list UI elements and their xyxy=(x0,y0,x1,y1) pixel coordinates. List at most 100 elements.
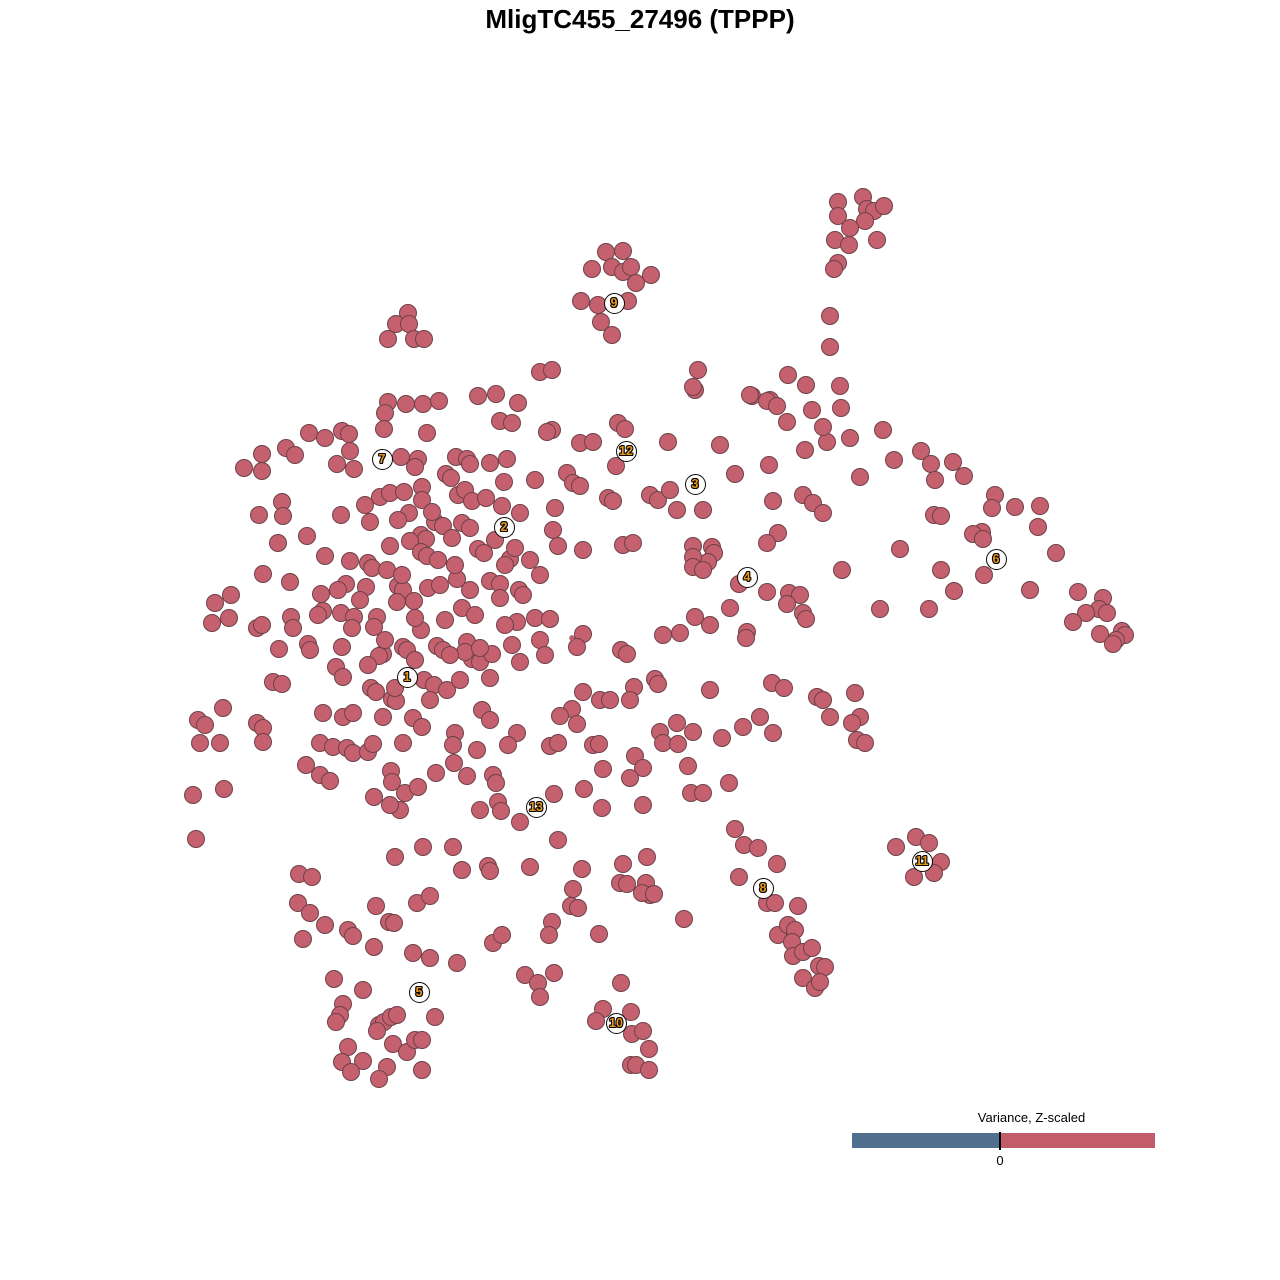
data-point xyxy=(649,675,667,693)
data-point xyxy=(448,954,466,972)
data-point xyxy=(526,609,544,627)
data-point xyxy=(503,414,521,432)
data-point xyxy=(764,724,782,742)
data-point xyxy=(571,477,589,495)
data-point xyxy=(461,519,479,537)
data-point xyxy=(333,638,351,656)
data-point xyxy=(444,736,462,754)
data-point xyxy=(694,501,712,519)
data-point xyxy=(461,455,479,473)
data-point xyxy=(545,964,563,982)
data-point xyxy=(444,838,462,856)
data-point xyxy=(329,581,347,599)
data-point xyxy=(811,973,829,991)
data-point xyxy=(840,236,858,254)
data-point xyxy=(671,624,689,642)
data-point xyxy=(568,715,586,733)
data-point xyxy=(601,691,619,709)
data-point xyxy=(475,544,493,562)
data-point xyxy=(720,774,738,792)
data-point xyxy=(516,966,534,984)
data-point xyxy=(544,521,562,539)
data-point xyxy=(1104,635,1122,653)
data-point xyxy=(694,561,712,579)
data-point xyxy=(814,691,832,709)
data-point xyxy=(758,534,776,552)
data-point xyxy=(531,566,549,584)
data-point xyxy=(222,586,240,604)
data-point xyxy=(384,1035,402,1053)
data-point xyxy=(821,708,839,726)
data-point xyxy=(406,651,424,669)
data-point xyxy=(359,656,377,674)
data-point xyxy=(592,313,610,331)
data-point xyxy=(446,556,464,574)
data-point xyxy=(220,609,238,627)
data-point xyxy=(851,468,869,486)
data-point xyxy=(451,671,469,689)
data-point xyxy=(832,399,850,417)
data-point xyxy=(344,927,362,945)
data-point xyxy=(1091,625,1109,643)
data-point xyxy=(545,785,563,803)
data-point xyxy=(573,860,591,878)
data-point xyxy=(803,401,821,419)
data-point xyxy=(379,330,397,348)
data-point xyxy=(415,330,433,348)
data-point xyxy=(392,448,410,466)
data-point xyxy=(634,759,652,777)
data-point xyxy=(741,386,759,404)
data-point xyxy=(760,456,778,474)
data-point xyxy=(737,629,755,647)
data-point xyxy=(443,529,461,547)
data-point xyxy=(825,260,843,278)
data-point xyxy=(365,618,383,636)
data-point xyxy=(549,734,567,752)
data-point xyxy=(453,861,471,879)
data-point xyxy=(926,471,944,489)
data-point xyxy=(659,433,677,451)
data-point xyxy=(431,576,449,594)
data-point xyxy=(385,914,403,932)
data-point xyxy=(253,445,271,463)
data-point xyxy=(645,885,663,903)
data-point xyxy=(442,469,460,487)
data-point xyxy=(779,366,797,384)
data-point xyxy=(481,454,499,472)
data-point xyxy=(621,769,639,787)
data-point xyxy=(1077,604,1095,622)
data-point xyxy=(843,714,861,732)
data-point xyxy=(506,539,524,557)
data-point xyxy=(427,764,445,782)
data-point xyxy=(395,483,413,501)
data-point xyxy=(388,1006,406,1024)
data-point xyxy=(445,754,463,772)
data-point xyxy=(768,397,786,415)
data-point xyxy=(614,855,632,873)
data-point xyxy=(814,418,832,436)
data-point xyxy=(622,1003,640,1021)
data-point xyxy=(584,433,602,451)
data-point xyxy=(187,830,205,848)
data-point xyxy=(1029,518,1047,536)
data-point xyxy=(301,904,319,922)
data-point xyxy=(418,424,436,442)
data-point xyxy=(511,504,529,522)
data-point xyxy=(627,274,645,292)
data-point xyxy=(400,315,418,333)
data-point xyxy=(694,784,712,802)
data-point xyxy=(423,503,441,521)
data-point xyxy=(622,258,640,276)
data-point xyxy=(612,974,630,992)
data-point xyxy=(509,394,527,412)
data-point xyxy=(891,540,909,558)
data-point xyxy=(298,527,316,545)
data-point xyxy=(1006,498,1024,516)
data-point xyxy=(955,467,973,485)
data-point xyxy=(215,780,233,798)
data-point xyxy=(351,591,369,609)
data-point xyxy=(1069,583,1087,601)
data-point xyxy=(574,683,592,701)
data-point xyxy=(841,219,859,237)
data-point xyxy=(481,669,499,687)
